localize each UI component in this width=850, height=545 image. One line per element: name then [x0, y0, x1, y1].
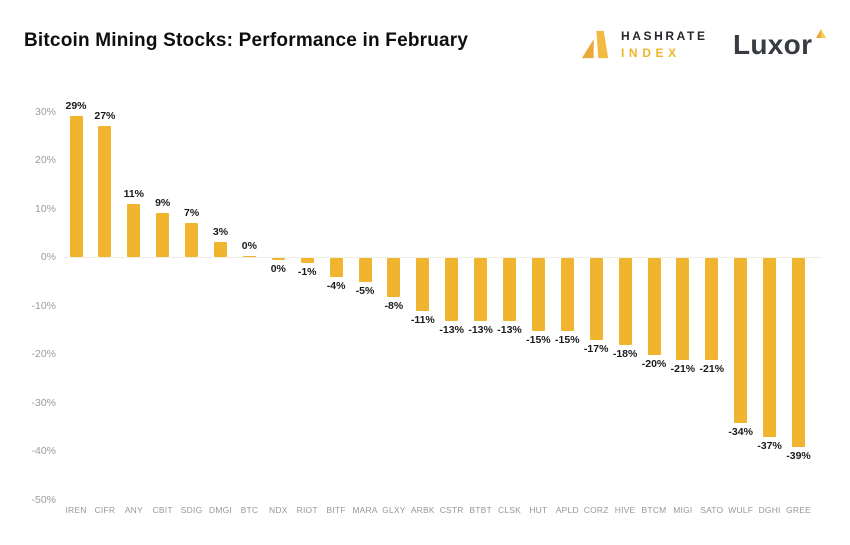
- x-axis-category-label: SDIG: [180, 505, 203, 515]
- x-axis-category-label: DMGI: [209, 505, 232, 515]
- x-axis-category-label: NDX: [269, 505, 288, 515]
- bar: [560, 258, 574, 331]
- bar-value-label: -5%: [355, 285, 375, 298]
- bar: [242, 255, 256, 257]
- x-axis-category-label: GREE: [786, 505, 811, 515]
- index-logo-wordmark: INDEX: [621, 46, 681, 60]
- bar: [185, 223, 199, 257]
- bar: [474, 258, 488, 322]
- bar: [98, 126, 112, 257]
- x-axis-category-label: CSTR: [439, 505, 464, 515]
- x-axis-category-label: MIGI: [673, 505, 693, 515]
- bar-value-label: -21%: [670, 362, 696, 375]
- chart-title: Bitcoin Mining Stocks: Performance in Fe…: [24, 30, 469, 51]
- bar: [705, 258, 719, 360]
- bar-value-label: -15%: [526, 333, 551, 346]
- bar-value-label: 29%: [65, 100, 87, 113]
- x-axis-category-label: HIVE: [614, 505, 636, 515]
- x-axis-category-label: BITF: [326, 505, 346, 515]
- bar: [329, 258, 343, 278]
- bar-value-label: -13%: [468, 324, 493, 337]
- bar-value-label: -11%: [410, 314, 435, 327]
- bar: [214, 242, 227, 257]
- bar: [647, 258, 661, 355]
- y-axis-tick-label: 20%: [34, 154, 56, 166]
- x-axis-category-label: BTBT: [469, 505, 492, 515]
- x-axis-category-label: CLSK: [497, 505, 521, 515]
- luxor-logo: Luxor: [733, 29, 827, 61]
- bar: [156, 213, 170, 257]
- y-axis-tick-label: 10%: [34, 202, 56, 215]
- y-axis-tick-label: -20%: [31, 348, 56, 360]
- bar: [734, 258, 748, 423]
- bar: [127, 203, 141, 257]
- bar-value-label: -1%: [297, 265, 317, 278]
- hashrate-index-logo: HASHRATE INDEX: [581, 28, 708, 61]
- bar-value-label: 3%: [212, 226, 229, 239]
- luxor-logo-triangle-icon: [816, 29, 827, 38]
- hashrate-index-logo-icon: [581, 30, 609, 59]
- y-axis-tick-label: 30%: [34, 105, 56, 118]
- bar-value-label: 0%: [241, 239, 257, 252]
- bar-value-label: 9%: [155, 197, 171, 210]
- x-axis-category-label: IREN: [65, 505, 87, 515]
- x-axis-category-label: CIFR: [94, 505, 116, 515]
- bar: [589, 258, 603, 341]
- bar-value-label: 27%: [94, 110, 116, 123]
- x-axis-category-label: GLXY: [382, 505, 406, 515]
- bar: [792, 258, 805, 448]
- x-axis-category-label: RIOT: [296, 505, 318, 515]
- y-axis-tick-label: -30%: [31, 396, 56, 409]
- bar-value-label: -17%: [583, 343, 609, 356]
- bar-value-label: -8%: [384, 299, 404, 312]
- bar-value-label: -15%: [555, 333, 580, 346]
- bar: [69, 116, 83, 257]
- x-axis-category-label: DGHI: [758, 505, 781, 515]
- x-axis-category-label: CBIT: [152, 505, 173, 515]
- bar: [387, 258, 401, 297]
- x-axis-category-label: WULF: [728, 505, 754, 515]
- hashrate-logo-wordmark: HASHRATE: [621, 29, 708, 43]
- bar-value-label: -39%: [786, 450, 811, 463]
- bar-value-label: -13%: [497, 324, 522, 337]
- bar: [676, 258, 690, 360]
- bar: [618, 258, 632, 346]
- bar: [763, 258, 777, 438]
- bar: [416, 258, 430, 312]
- bar-value-label: -20%: [641, 358, 667, 370]
- bar-value-label: -18%: [612, 348, 638, 361]
- bar: [531, 258, 545, 331]
- bar-value-label: 0%: [270, 263, 286, 276]
- bar: [445, 258, 459, 322]
- x-axis-category-label: ARBK: [410, 505, 435, 515]
- x-axis-category-label: ANY: [124, 505, 143, 515]
- x-axis-category-label: APLD: [555, 505, 579, 515]
- luxor-logo-wordmark: Luxor: [733, 29, 813, 60]
- hashrate-index-logo-text: HASHRATE INDEX: [621, 29, 708, 60]
- x-axis-category-label: BTCM: [641, 505, 667, 515]
- bar: [271, 258, 285, 261]
- x-axis-category-label: BTC: [240, 505, 259, 515]
- x-axis-category-label: CORZ: [583, 505, 609, 515]
- bar: [358, 258, 372, 283]
- y-axis-tick-label: -10%: [31, 299, 56, 312]
- y-axis-tick-label: 0%: [40, 251, 56, 263]
- bar-value-label: -4%: [326, 280, 346, 293]
- bar-value-label: 11%: [123, 187, 145, 200]
- y-axis-tick-label: -40%: [31, 445, 56, 457]
- y-axis-tick-label: -50%: [31, 493, 56, 506]
- x-axis-category-label: MARA: [352, 505, 378, 515]
- bar: [503, 258, 516, 322]
- bar-value-label: 7%: [184, 207, 200, 220]
- bar-value-label: -21%: [699, 362, 725, 375]
- bar-value-label: -37%: [757, 440, 782, 453]
- x-axis-category-label: HUT: [529, 505, 548, 515]
- zero-gridline: [64, 257, 822, 258]
- bar-value-label: -34%: [728, 425, 753, 438]
- bar: [300, 258, 314, 263]
- bar-value-label: -13%: [439, 324, 464, 337]
- x-axis-category-label: SATO: [700, 505, 724, 515]
